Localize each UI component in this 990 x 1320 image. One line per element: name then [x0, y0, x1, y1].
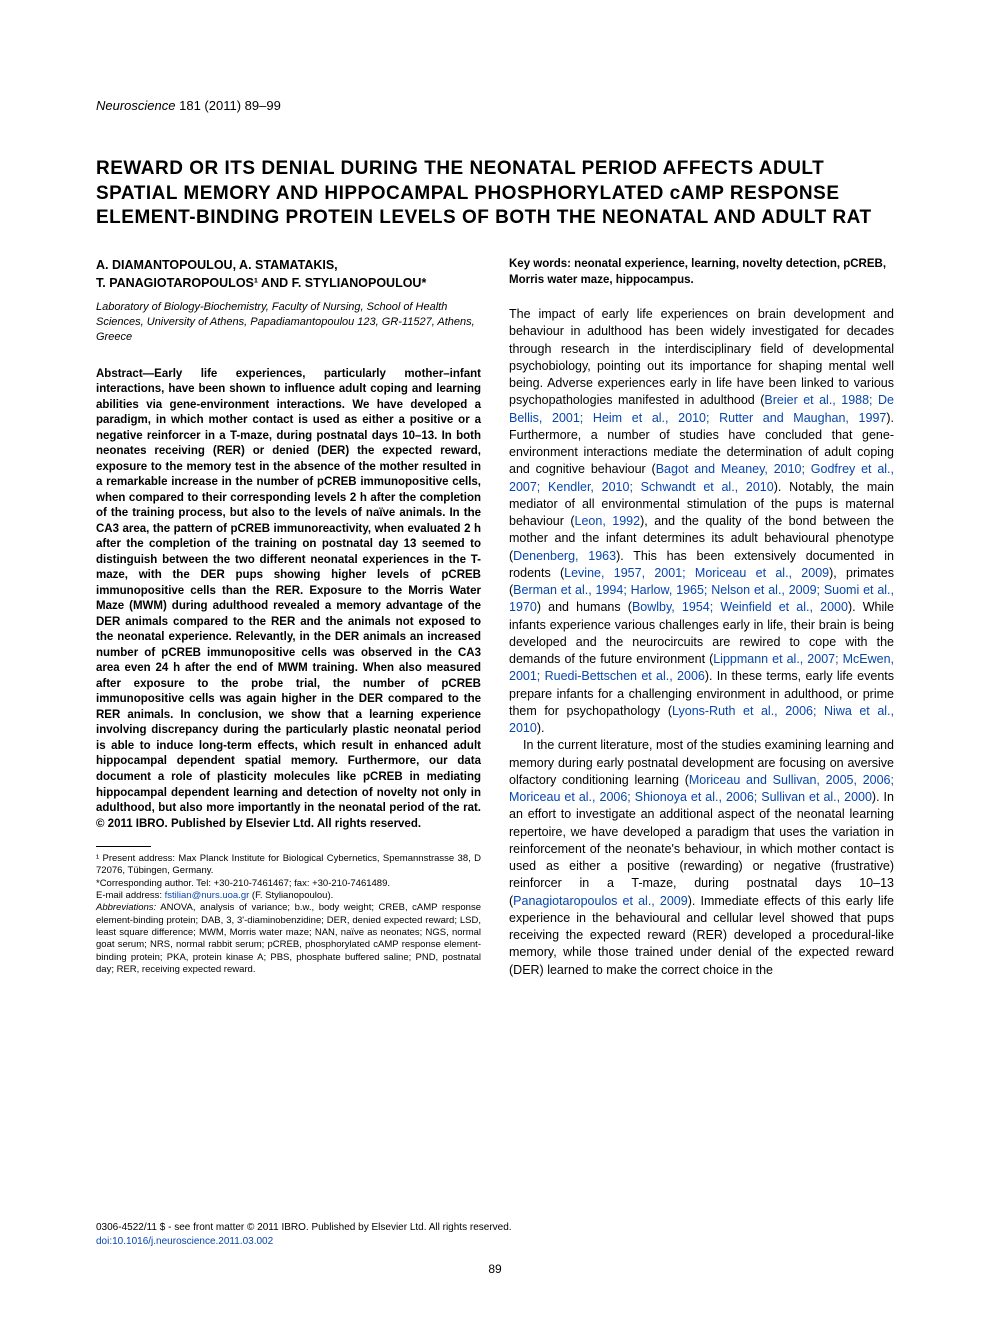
doi-link[interactable]: doi:10.1016/j.neuroscience.2011.03.002: [96, 1236, 273, 1247]
authors: A. DIAMANTOPOULOU, A. STAMATAKIS, T. PAN…: [96, 257, 481, 292]
left-column: A. DIAMANTOPOULOU, A. STAMATAKIS, T. PAN…: [96, 257, 481, 979]
keywords: Key words: neonatal experience, learning…: [509, 257, 894, 288]
journal-name: Neuroscience: [96, 98, 176, 113]
journal-issue: 181 (2011) 89–99: [179, 98, 281, 113]
footnotes: ¹ Present address: Max Planck Institute …: [96, 853, 481, 976]
paragraph-2: In the current literature, most of the s…: [509, 737, 894, 979]
journal-reference: Neuroscience 181 (2011) 89–99: [96, 98, 894, 113]
paragraph-1: The impact of early life experiences on …: [509, 306, 894, 737]
citation-link[interactable]: Panagiotaropoulos et al., 2009: [513, 894, 688, 908]
page-number: 89: [0, 1262, 990, 1276]
footnote-email-after: (F. Stylianopoulou).: [249, 890, 333, 901]
two-column-layout: A. DIAMANTOPOULOU, A. STAMATAKIS, T. PAN…: [96, 257, 894, 979]
copyright-text: 0306-4522/11 $ - see front matter © 2011…: [96, 1222, 512, 1233]
copyright-line: 0306-4522/11 $ - see front matter © 2011…: [96, 1221, 894, 1248]
footnote-divider: [96, 846, 151, 847]
footnote-email-link[interactable]: fstilian@nurs.uoa.gr: [165, 890, 250, 901]
authors-line-2: T. PANAGIOTAROPOULOS¹ AND F. STYLIANOPOU…: [96, 276, 426, 290]
citation-link[interactable]: Bowlby, 1954; Weinfield et al., 2000: [632, 600, 848, 614]
citation-link[interactable]: Leon, 1992: [575, 514, 641, 528]
abbreviations-label: Abbreviations:: [96, 902, 156, 913]
right-column: Key words: neonatal experience, learning…: [509, 257, 894, 979]
footnote-email-label: E-mail address:: [96, 890, 165, 901]
page-container: Neuroscience 181 (2011) 89–99 REWARD OR …: [0, 0, 990, 1029]
article-title: REWARD OR ITS DENIAL DURING THE NEONATAL…: [96, 157, 894, 231]
affiliation: Laboratory of Biology-Biochemistry, Facu…: [96, 300, 481, 345]
authors-line-1: A. DIAMANTOPOULOU, A. STAMATAKIS,: [96, 258, 338, 272]
abstract: Abstract—Early life experiences, particu…: [96, 367, 481, 832]
footnote-present-address: ¹ Present address: Max Planck Institute …: [96, 853, 481, 876]
citation-link[interactable]: Levine, 1957, 2001; Moriceau et al., 200…: [564, 566, 829, 580]
footnote-corresponding: *Corresponding author. Tel: +30-210-7461…: [96, 878, 390, 889]
body-text: The impact of early life experiences on …: [509, 306, 894, 979]
citation-link[interactable]: Denenberg, 1963: [513, 549, 616, 563]
